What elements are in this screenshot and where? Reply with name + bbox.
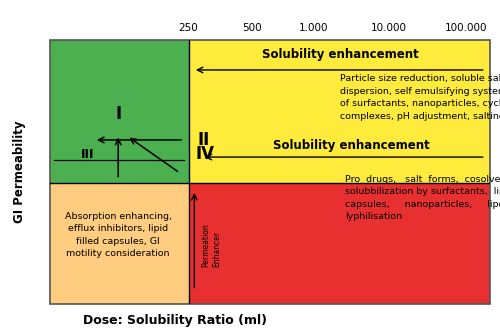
- Text: GI Permeability: GI Permeability: [12, 120, 26, 223]
- Text: Particle size reduction, soluble salt, solid
dispersion, self emulsifying system: Particle size reduction, soluble salt, s…: [340, 75, 500, 121]
- Text: IV: IV: [195, 146, 214, 163]
- Text: 100.000: 100.000: [444, 23, 487, 33]
- Bar: [188, 183, 490, 304]
- Bar: [50, 183, 188, 304]
- Bar: [188, 40, 490, 183]
- Text: I: I: [115, 105, 121, 122]
- Text: 10.000: 10.000: [371, 23, 407, 33]
- Bar: [50, 40, 188, 183]
- Text: 500: 500: [242, 23, 262, 33]
- Text: 250: 250: [178, 23, 199, 33]
- Text: Pro  drugs,   salt  forms,  cosolvents,
solubbilization by surfactants,  lipid  : Pro drugs, salt forms, cosolvents, solub…: [345, 175, 500, 221]
- Text: Solubility enhancement: Solubility enhancement: [262, 48, 419, 61]
- Text: Permeation
Enhancer: Permeation Enhancer: [201, 224, 221, 267]
- Text: III: III: [81, 148, 94, 161]
- Text: II: II: [198, 131, 209, 149]
- Text: Dose: Solubility Ratio (ml): Dose: Solubility Ratio (ml): [83, 314, 267, 327]
- Text: 1.000: 1.000: [299, 23, 329, 33]
- Text: Solubility enhancement: Solubility enhancement: [273, 139, 430, 152]
- Text: Absorption enhancing,
efflux inhibitors, lipid
filled capsules, GI
motility cons: Absorption enhancing, efflux inhibitors,…: [64, 212, 172, 258]
